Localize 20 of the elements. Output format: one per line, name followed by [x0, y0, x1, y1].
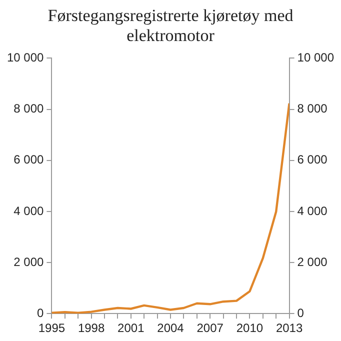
y-tick-label: 0	[37, 306, 44, 320]
y-tick-label: 6 000	[14, 152, 44, 167]
x-tick-label: 2001	[118, 321, 145, 336]
y2-tick-label: 6 000	[297, 152, 328, 167]
y-tick-label: 8 000	[14, 102, 44, 116]
x-tick-label: 2010	[236, 321, 264, 336]
y-tick-label: 2 000	[14, 254, 44, 269]
y2-tick-label: 0	[297, 306, 304, 320]
x-tick-label: 2007	[196, 321, 224, 336]
chart-title: Førstegangsregistrerte kjøretøy med elektromotor	[46, 5, 294, 47]
x-tick-label: 2004	[157, 321, 184, 336]
y-tick-label: 10 000	[7, 50, 44, 65]
x-tick-label: 2013	[276, 321, 303, 336]
y2-tick-label: 8 000	[297, 102, 328, 116]
x-tick-label: 1998	[78, 321, 105, 336]
y-tick-label: 4 000	[14, 204, 44, 218]
y2-tick-label: 10 000	[297, 50, 334, 65]
y2-tick-label: 2 000	[297, 254, 328, 269]
x-tick-label: 1995	[38, 321, 66, 336]
y2-tick-label: 4 000	[297, 204, 328, 218]
